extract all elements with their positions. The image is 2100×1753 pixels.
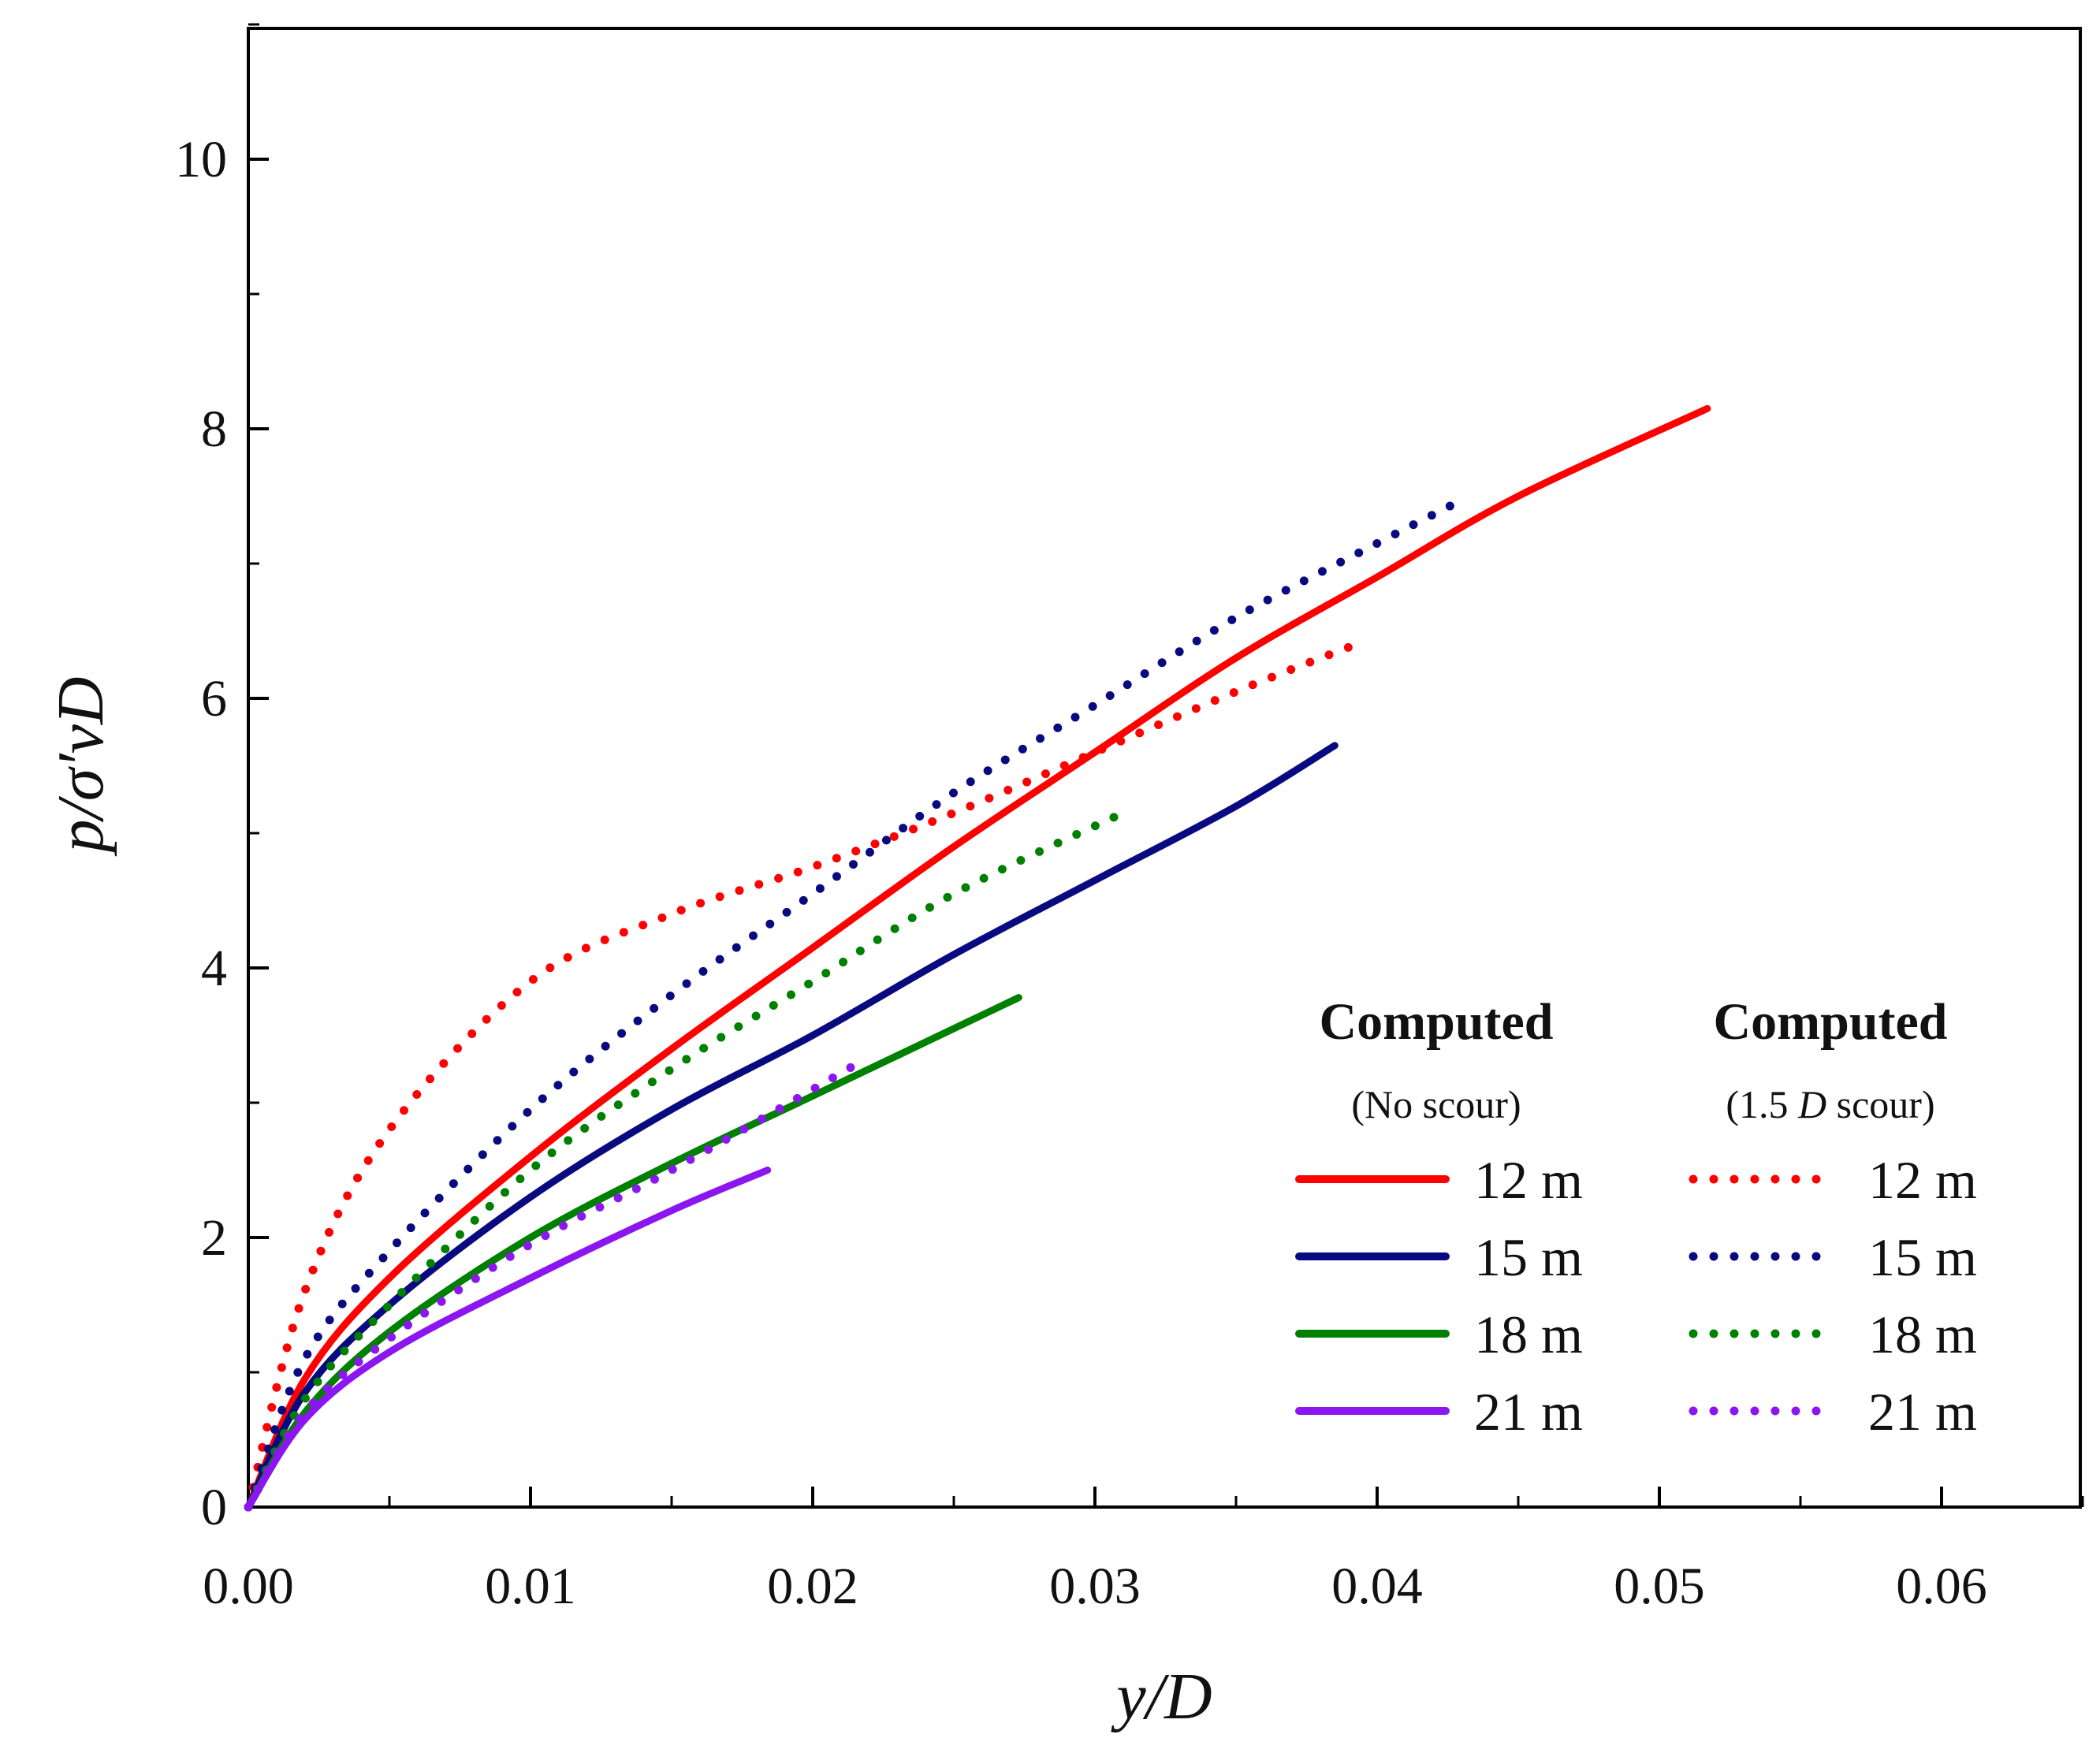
legend-label: 12 m — [1474, 1150, 1583, 1210]
series-line-15m-no-scour — [244, 742, 1339, 1511]
legend-label: 21 m — [1868, 1382, 1977, 1442]
legend-subheader-no-scour: (No scour) — [1351, 1082, 1521, 1126]
legend-subheader-scour-suffix: scour) — [1826, 1082, 1934, 1126]
legend-label: 21 m — [1474, 1382, 1583, 1442]
y-tick-label: 2 — [201, 1209, 227, 1267]
y-axis-title: p/σ′vD — [44, 676, 117, 856]
y-ticks: 0 2 4 6 8 10 — [175, 23, 269, 1536]
legend-entries: 12 m 15 m 18 m 21 m 12 m 15 m 18 m 21 m — [1295, 1150, 1977, 1442]
x-tick-label: 0.04 — [1331, 1558, 1423, 1615]
legend-subheader-scour-italic: D — [1797, 1082, 1826, 1126]
series-line-21m-no-scour — [244, 1167, 772, 1511]
y-tick-label: 4 — [201, 940, 227, 997]
x-tick-label: 0.06 — [1896, 1558, 1987, 1615]
legend-label: 18 m — [1474, 1305, 1583, 1364]
legend-label: 15 m — [1474, 1227, 1583, 1287]
series-line-12m-no-scour — [244, 404, 1711, 1511]
legend-label: 18 m — [1868, 1305, 1977, 1364]
x-tick-label: 0.00 — [203, 1558, 294, 1615]
legend-subheader-scour: (1.5 D scour) — [1726, 1082, 1934, 1126]
x-tick-label: 0.01 — [485, 1558, 576, 1615]
legend-header-scour: Computed — [1713, 993, 1947, 1051]
y-tick-label: 8 — [201, 400, 227, 458]
series-line-18m-scour — [244, 808, 1128, 1512]
x-tick-label: 0.03 — [1049, 1558, 1141, 1615]
legend-label: 15 m — [1868, 1227, 1977, 1287]
series-line-18m-no-scour — [244, 994, 1022, 1511]
x-tick-label: 0.02 — [767, 1558, 858, 1615]
legend-label: 12 m — [1868, 1150, 1977, 1210]
legend-header-no-scour: Computed — [1319, 993, 1553, 1051]
x-axis-title: y/D — [1110, 1660, 1212, 1733]
plot-frame — [247, 27, 2082, 1509]
series-line-21m-scour — [244, 1060, 860, 1512]
series-line-12m-scour — [244, 642, 1353, 1512]
legend: Computed (No scour) Computed (1.5 D scou… — [1295, 993, 1977, 1442]
legend-subheader-scour-prefix: (1.5 — [1726, 1082, 1798, 1126]
y-tick-label: 0 — [201, 1479, 227, 1536]
x-tick-label: 0.05 — [1614, 1558, 1705, 1615]
y-tick-label: 6 — [201, 670, 227, 728]
x-ticks: 0.00 0.01 0.02 0.03 0.04 0.05 0.06 — [203, 1487, 2084, 1615]
series-layer — [244, 404, 1711, 1512]
series-line-15m-scour — [244, 498, 1461, 1512]
y-tick-label: 10 — [175, 131, 227, 188]
